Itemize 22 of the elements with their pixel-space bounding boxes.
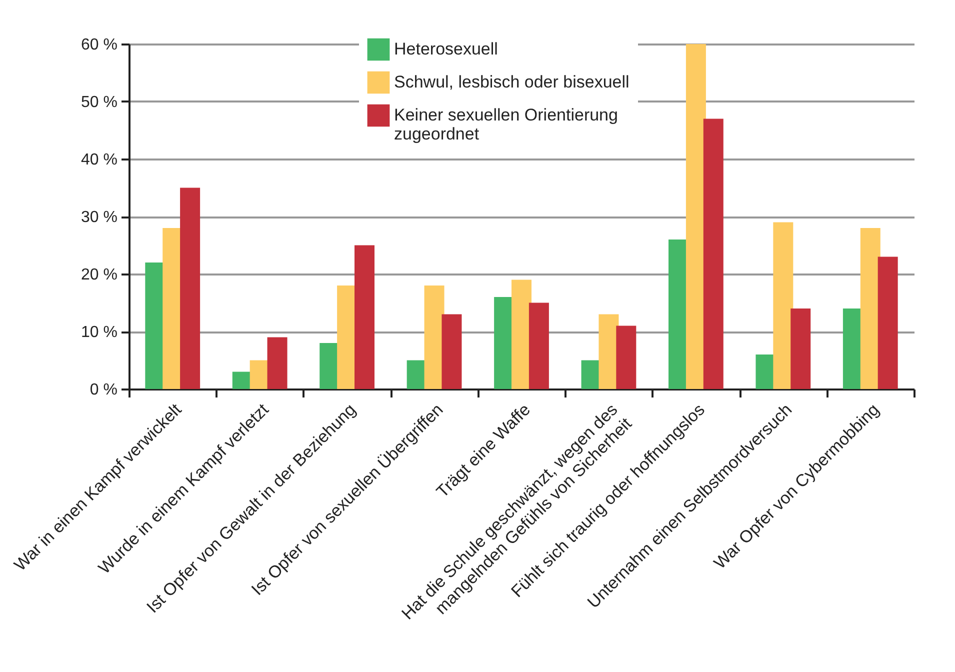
- bar: [773, 222, 794, 389]
- bar: [512, 280, 532, 389]
- bar: [790, 308, 811, 389]
- y-tick-label: 0 %: [90, 382, 118, 398]
- bar: [528, 302, 549, 389]
- bar: [686, 44, 706, 389]
- y-tick-label: 10 %: [81, 324, 118, 341]
- legend-label: Schwul, lesbisch oder bisexuell: [394, 72, 630, 92]
- bar: [354, 245, 374, 389]
- bar: [703, 118, 724, 389]
- bar: [616, 326, 636, 389]
- y-tick-label: 50 %: [81, 94, 118, 111]
- bar: [442, 314, 462, 389]
- bar: [180, 188, 200, 389]
- y-tick-label: 20 %: [81, 266, 118, 284]
- y-tick-label: 40 %: [81, 152, 118, 168]
- y-tick-label: 30 %: [81, 209, 118, 226]
- bar: [878, 256, 898, 389]
- bar: [267, 337, 288, 389]
- legend-label: Heterosexuell: [394, 40, 498, 58]
- y-tick-label: 60 %: [81, 36, 118, 54]
- legend-label: Keiner sexuellen Orientierung zugeordnet: [394, 106, 618, 144]
